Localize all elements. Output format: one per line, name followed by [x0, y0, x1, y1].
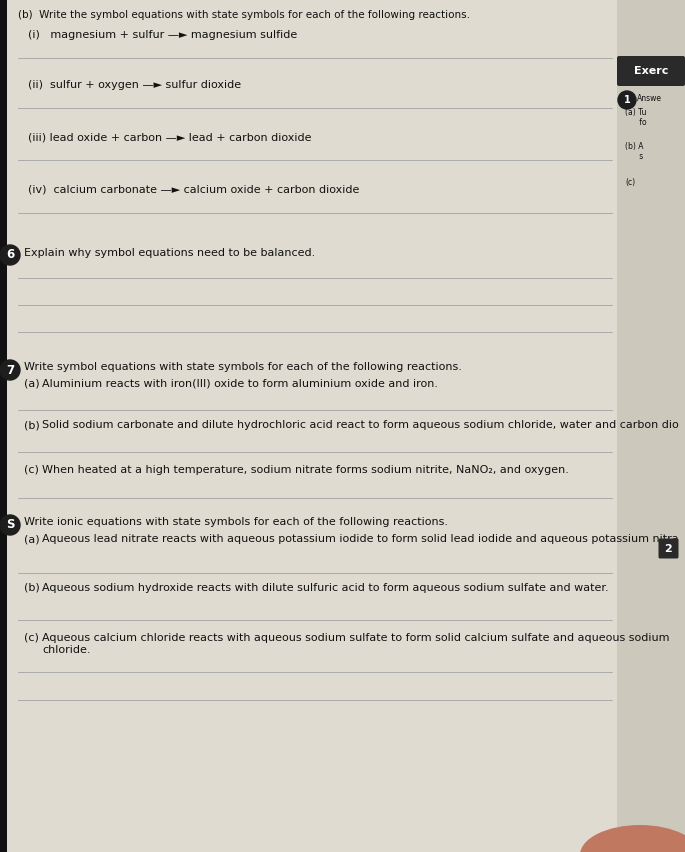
- Text: 7: 7: [6, 364, 14, 377]
- Bar: [0, 0, 7, 852]
- Text: (b)  Write the symbol equations with state symbols for each of the following rea: (b) Write the symbol equations with stat…: [18, 10, 470, 20]
- Text: Aqueous lead nitrate reacts with aqueous potassium iodide to form solid lead iod: Aqueous lead nitrate reacts with aqueous…: [42, 534, 679, 544]
- Text: (a): (a): [24, 534, 40, 544]
- Text: (c): (c): [24, 633, 39, 643]
- Text: (a) Tu
      fo: (a) Tu fo: [625, 108, 647, 128]
- Text: 6: 6: [6, 249, 14, 262]
- Text: Solid sodium carbonate and dilute hydrochloric acid react to form aqueous sodium: Solid sodium carbonate and dilute hydroc…: [42, 420, 679, 430]
- Text: (a): (a): [24, 378, 40, 388]
- FancyBboxPatch shape: [658, 538, 679, 559]
- Text: 2: 2: [664, 544, 673, 554]
- Circle shape: [0, 360, 20, 380]
- Text: Explain why symbol equations need to be balanced.: Explain why symbol equations need to be …: [24, 248, 315, 258]
- Text: Answe: Answe: [637, 94, 662, 103]
- Text: When heated at a high temperature, sodium nitrate forms sodium nitrite, NaNO₂, a: When heated at a high temperature, sodiu…: [42, 465, 569, 475]
- Text: (c): (c): [24, 465, 39, 475]
- Circle shape: [0, 245, 20, 265]
- Text: S: S: [5, 519, 14, 532]
- Text: Write symbol equations with state symbols for each of the following reactions.: Write symbol equations with state symbol…: [24, 362, 462, 372]
- Text: Write ionic equations with state symbols for each of the following reactions.: Write ionic equations with state symbols…: [24, 517, 448, 527]
- Bar: [617, 0, 685, 852]
- Text: (iv)  calcium carbonate —► calcium oxide + carbon dioxide: (iv) calcium carbonate —► calcium oxide …: [28, 185, 360, 195]
- Ellipse shape: [580, 825, 685, 852]
- Circle shape: [618, 91, 636, 109]
- Text: Aluminium reacts with iron(III) oxide to form aluminium oxide and iron.: Aluminium reacts with iron(III) oxide to…: [42, 378, 438, 388]
- Text: (i)   magnesium + sulfur —► magnesium sulfide: (i) magnesium + sulfur —► magnesium sulf…: [28, 30, 297, 40]
- Text: (iii) lead oxide + carbon —► lead + carbon dioxide: (iii) lead oxide + carbon —► lead + carb…: [28, 132, 312, 142]
- Text: (c): (c): [625, 178, 635, 187]
- Text: (b) A
      s: (b) A s: [625, 142, 643, 161]
- Text: Aqueous calcium chloride reacts with aqueous sodium sulfate to form solid calciu: Aqueous calcium chloride reacts with aqu…: [42, 633, 669, 654]
- Text: (ii)  sulfur + oxygen —► sulfur dioxide: (ii) sulfur + oxygen —► sulfur dioxide: [28, 80, 241, 90]
- Circle shape: [0, 515, 20, 535]
- FancyBboxPatch shape: [617, 56, 685, 86]
- Text: 1: 1: [623, 95, 630, 105]
- Text: Aqueous sodium hydroxide reacts with dilute sulfuric acid to form aqueous sodium: Aqueous sodium hydroxide reacts with dil…: [42, 583, 609, 593]
- Text: Exerc: Exerc: [634, 66, 668, 76]
- Text: (b): (b): [24, 420, 40, 430]
- Text: (b): (b): [24, 583, 40, 593]
